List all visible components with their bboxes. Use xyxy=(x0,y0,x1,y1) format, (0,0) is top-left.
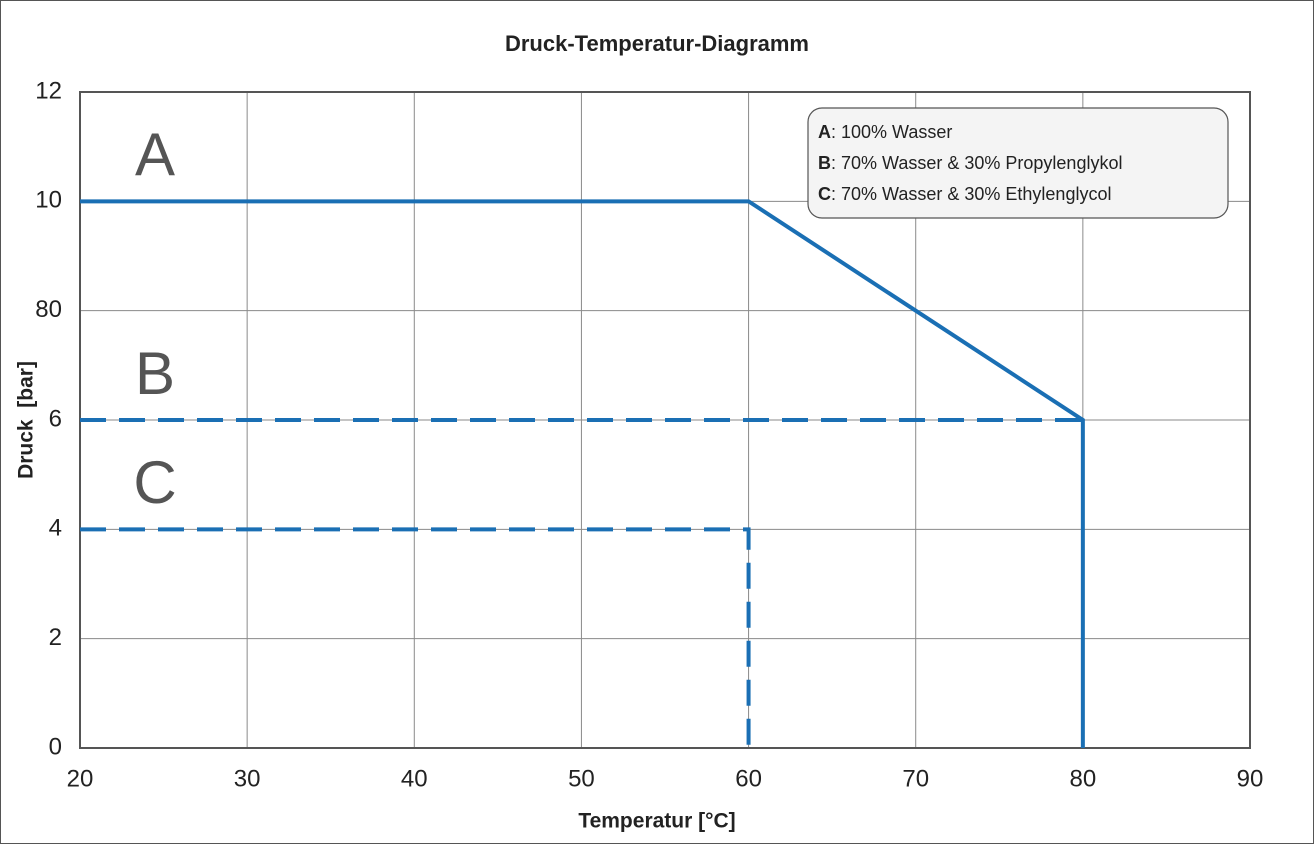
x-tick-label: 90 xyxy=(1237,765,1264,792)
x-tick-label: 70 xyxy=(902,765,929,792)
x-tick-label: 80 xyxy=(1070,765,1097,792)
legend-entry: C: 70% Wasser & 30% Ethylenglycol xyxy=(818,184,1111,204)
y-tick-label: 0 xyxy=(49,733,62,760)
chart-title: Druck-Temperatur-Diagramm xyxy=(505,31,809,56)
y-tick-label: 2 xyxy=(49,624,62,651)
series-line xyxy=(80,527,751,748)
series-line xyxy=(80,199,1085,748)
y-tick-label: 4 xyxy=(49,515,62,542)
legend-box xyxy=(807,107,1229,219)
series-label: B xyxy=(135,340,175,407)
legend-text: : 70% Wasser & 30% Ethylenglycol xyxy=(831,184,1111,204)
x-tick-label: 60 xyxy=(735,765,762,792)
legend-key: A xyxy=(818,122,831,142)
x-tick-label: 50 xyxy=(568,765,595,792)
x-tick-label: 20 xyxy=(67,765,94,792)
legend-key: C xyxy=(818,184,831,204)
y-tick-label: 12 xyxy=(35,77,62,104)
y-tick-label: 80 xyxy=(35,296,62,323)
y-axis-label: Druck [bar] xyxy=(15,361,38,479)
y-tick-label: 6 xyxy=(49,405,62,432)
y-tick-label: 10 xyxy=(35,187,62,214)
series-label: C xyxy=(133,449,176,516)
legend-entry: A: 100% Wasser xyxy=(818,122,952,142)
legend-text: : 100% Wasser xyxy=(831,122,952,142)
x-tick-label: 30 xyxy=(234,765,261,792)
series-label: A xyxy=(135,121,175,188)
x-axis-label: Temperatur [°C] xyxy=(578,810,735,833)
legend-text: : 70% Wasser & 30% Propylenglykol xyxy=(831,153,1122,173)
x-tick-label: 40 xyxy=(401,765,428,792)
legend-entry: B: 70% Wasser & 30% Propylenglykol xyxy=(818,153,1122,173)
legend-key: B xyxy=(818,153,831,173)
